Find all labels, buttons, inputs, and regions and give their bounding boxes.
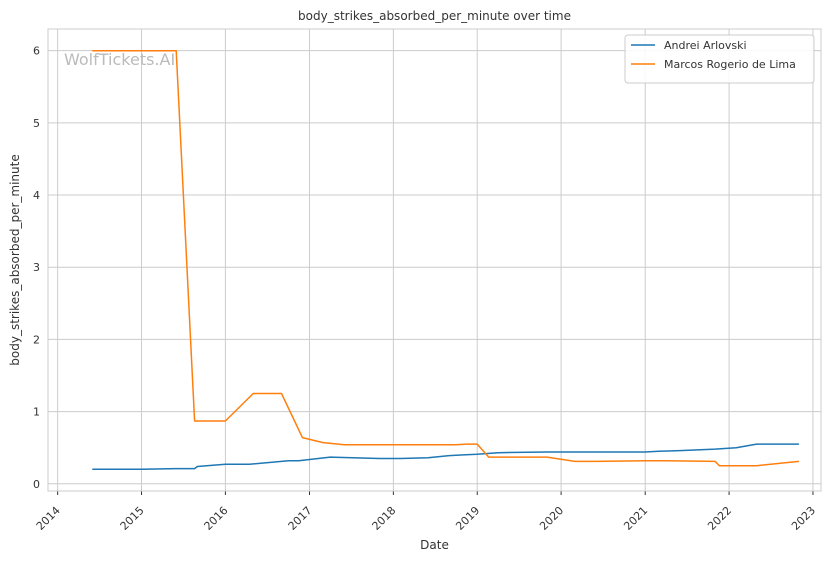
y-tick-label: 0 <box>33 478 40 491</box>
y-tick-label: 4 <box>33 189 40 202</box>
series-line-0 <box>92 443 799 471</box>
legend-label: Marcos Rogerio de Lima <box>664 58 796 71</box>
axes <box>47 28 822 495</box>
x-tick-label: 2022 <box>705 504 734 533</box>
x-axis-label: Date <box>420 538 449 552</box>
x-tick-label: 2016 <box>202 504 231 533</box>
x-tick-label: 2023 <box>789 504 818 533</box>
series-layer <box>92 49 799 471</box>
chart-title: body_strikes_absorbed_per_minute over ti… <box>298 9 571 23</box>
grid <box>48 29 821 491</box>
y-tick-label: 1 <box>33 406 40 419</box>
y-tick-label: 3 <box>33 261 40 274</box>
y-tick-label: 5 <box>33 117 40 130</box>
x-tick-label: 2014 <box>34 504 63 533</box>
series-line-1 <box>92 49 799 467</box>
legend-box <box>624 34 815 84</box>
plot-background <box>48 29 821 491</box>
x-tick-label: 2019 <box>453 504 482 533</box>
x-tick-label: 2018 <box>369 504 398 533</box>
x-tick-label: 2017 <box>286 504 315 533</box>
legend: Andrei Arlovski Marcos Rogerio de Lima <box>624 34 815 84</box>
x-tick-label: 2020 <box>537 504 566 533</box>
watermark-text: WolfTickets.AI <box>64 50 175 69</box>
y-axis-label: body_strikes_absorbed_per_minute <box>8 154 22 365</box>
y-tick-label: 2 <box>33 333 40 346</box>
plot-frame <box>47 28 822 492</box>
legend-label: Andrei Arlovski <box>664 39 747 52</box>
x-tick-label: 2015 <box>118 504 147 533</box>
y-tick-label: 6 <box>33 45 40 58</box>
x-tick-label: 2021 <box>621 504 650 533</box>
